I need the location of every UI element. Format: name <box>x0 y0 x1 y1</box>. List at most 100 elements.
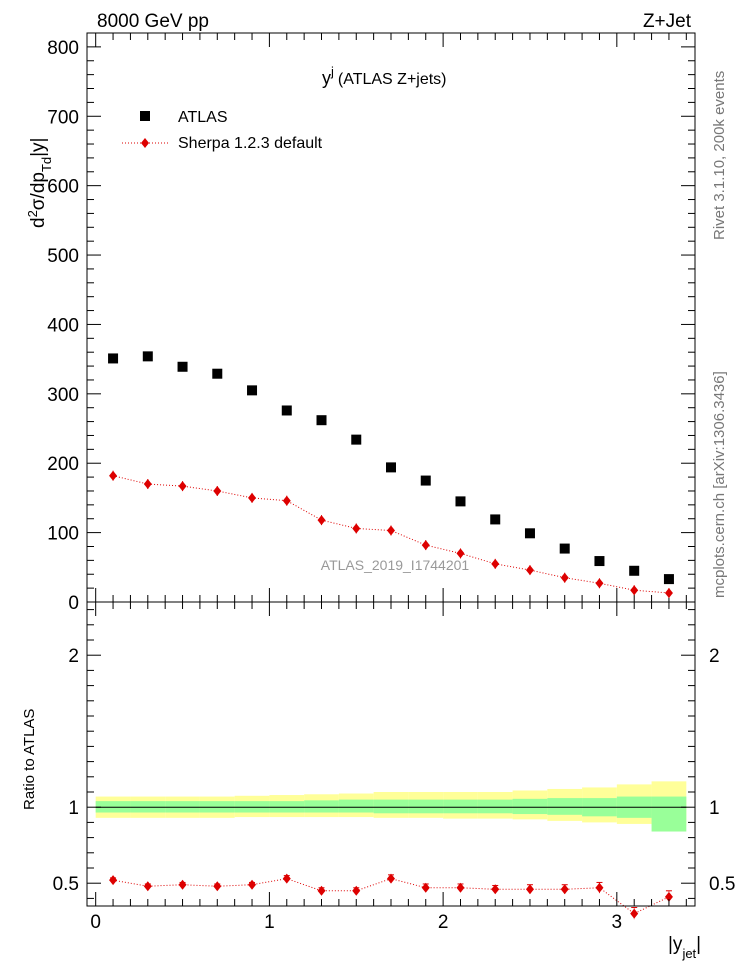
x-tick-label: 2 <box>438 912 449 933</box>
ratio-inner-band <box>408 799 444 814</box>
ratio-point <box>282 873 291 884</box>
x-tick-label: 0 <box>90 912 101 933</box>
sherpa-point <box>630 585 639 596</box>
header-left: 8000 GeV pp <box>97 11 209 32</box>
ratio-inner-band <box>373 799 409 814</box>
atlas-data-point <box>108 353 119 364</box>
ratio-inner-band <box>338 799 374 813</box>
ratio-point <box>664 891 673 902</box>
sherpa-point <box>248 492 257 503</box>
ratio-inner-band <box>651 796 687 832</box>
ratio-inner-band <box>443 799 478 814</box>
plot-title: yj (ATLAS Z+jets) <box>322 64 447 88</box>
x-tick-label: 1 <box>264 912 275 933</box>
atlas-data-point <box>594 556 605 567</box>
ratio-y-tick-label: 2 <box>68 646 79 667</box>
ratio-point <box>317 885 326 896</box>
ratio-y-tick-label: 1 <box>68 798 79 819</box>
main-y-tick-label: 300 <box>47 385 79 406</box>
atlas-data-point <box>455 496 466 507</box>
atlas-data-point <box>524 528 535 539</box>
ratio-point <box>595 882 604 893</box>
atlas-data-point <box>490 514 501 525</box>
sherpa-point <box>352 523 361 534</box>
atlas-data-point <box>559 543 570 554</box>
ratio-point <box>248 879 257 890</box>
ratio-point <box>560 884 569 895</box>
sherpa-point <box>387 525 395 536</box>
ratio-point <box>491 884 500 895</box>
main-y-tick-label: 700 <box>47 107 79 128</box>
ratio-point <box>178 879 187 890</box>
ratio-inner-band <box>304 800 339 813</box>
atlas-data-point <box>351 434 362 445</box>
main-y-tick-label: 0 <box>68 593 79 614</box>
sherpa-point <box>421 540 430 551</box>
ratio-panel: 0.5 0.5 1 1 2 2 0 1 2 3 Ratio to ATLAS |yjet| <box>21 601 735 961</box>
ratio-point <box>143 881 152 892</box>
atlas-data-point <box>629 565 640 576</box>
sherpa-line <box>112 475 669 594</box>
ratio-inner-band <box>547 798 583 815</box>
ratio-y-tick-label-right: 1 <box>709 798 720 819</box>
sherpa-point <box>525 565 534 576</box>
mcplots-label: mcplots.cern.ch [arXiv:1306.3436] <box>711 371 728 598</box>
main-y-ticks: 0 100 200 300 400 500 600 700 800 <box>47 32 695 614</box>
ratio-series-layer <box>109 873 673 920</box>
ratio-y-tick-label-right: 0.5 <box>709 874 735 895</box>
sherpa-point <box>560 572 569 583</box>
ratio-y-ticks: 0.5 0.5 1 1 2 2 <box>53 609 735 899</box>
analysis-watermark: ATLAS_2019_I1744201 <box>321 557 470 573</box>
atlas-data-point <box>247 385 258 396</box>
ratio-point <box>525 884 534 895</box>
legend-mc-marker <box>141 138 149 148</box>
sherpa-point <box>595 578 604 589</box>
main-panel: 0 100 200 300 400 500 600 700 800 ATLAS_2019_I17… <box>25 32 696 614</box>
atlas-data-point <box>281 405 292 416</box>
ratio-point <box>630 908 639 919</box>
rivet-label: Rivet 3.1.10, 200k events <box>711 71 728 240</box>
ratio-inner-band <box>477 799 513 814</box>
sherpa-point <box>456 548 465 559</box>
ratio-y-tick-label-right: 2 <box>709 646 720 667</box>
sherpa-point <box>317 515 326 526</box>
main-y-tick-label: 400 <box>47 315 79 336</box>
ratio-inner-band <box>512 798 548 815</box>
ratio-point <box>109 875 118 886</box>
legend-mc-label: Sherpa 1.2.3 default <box>178 135 323 152</box>
sherpa-point <box>491 558 500 569</box>
ratio-point <box>456 882 465 893</box>
main-y-tick-label: 800 <box>47 38 79 59</box>
main-x-ticks <box>95 33 687 602</box>
x-tick-label: 3 <box>612 912 623 933</box>
legend-atlas-label: ATLAS <box>178 109 228 126</box>
atlas-data-point <box>212 368 223 379</box>
sherpa-point <box>109 470 118 481</box>
main-series-layer <box>108 351 674 598</box>
atlas-data-point <box>663 574 674 585</box>
ratio-line <box>112 878 670 915</box>
legend: ATLAS Sherpa 1.2.3 default <box>122 109 323 152</box>
sherpa-point <box>143 479 152 490</box>
atlas-data-point <box>420 475 431 486</box>
main-y-tick-label: 200 <box>47 454 79 475</box>
main-y-tick-label: 100 <box>47 524 79 545</box>
ratio-point <box>421 882 430 893</box>
ratio-point <box>352 885 361 896</box>
atlas-data-point <box>386 462 396 473</box>
ratio-point <box>387 873 395 884</box>
main-y-tick-label: 600 <box>47 177 79 198</box>
x-axis-label: |yjet| <box>668 934 701 961</box>
sherpa-point <box>282 495 291 506</box>
ratio-frame <box>86 601 696 907</box>
header-right: Z+Jet <box>643 11 692 32</box>
ratio-x-ticks: 0 1 2 3 <box>90 602 687 933</box>
legend-atlas-marker <box>140 111 150 121</box>
main-y-tick-label: 500 <box>47 246 79 267</box>
atlas-data-point <box>316 415 327 426</box>
ratio-y-tick-label: 0.5 <box>53 874 79 895</box>
sherpa-point <box>178 481 187 492</box>
ratio-uncertainty-bands <box>95 781 687 832</box>
ratio-y-axis-label: Ratio to ATLAS <box>21 709 38 810</box>
